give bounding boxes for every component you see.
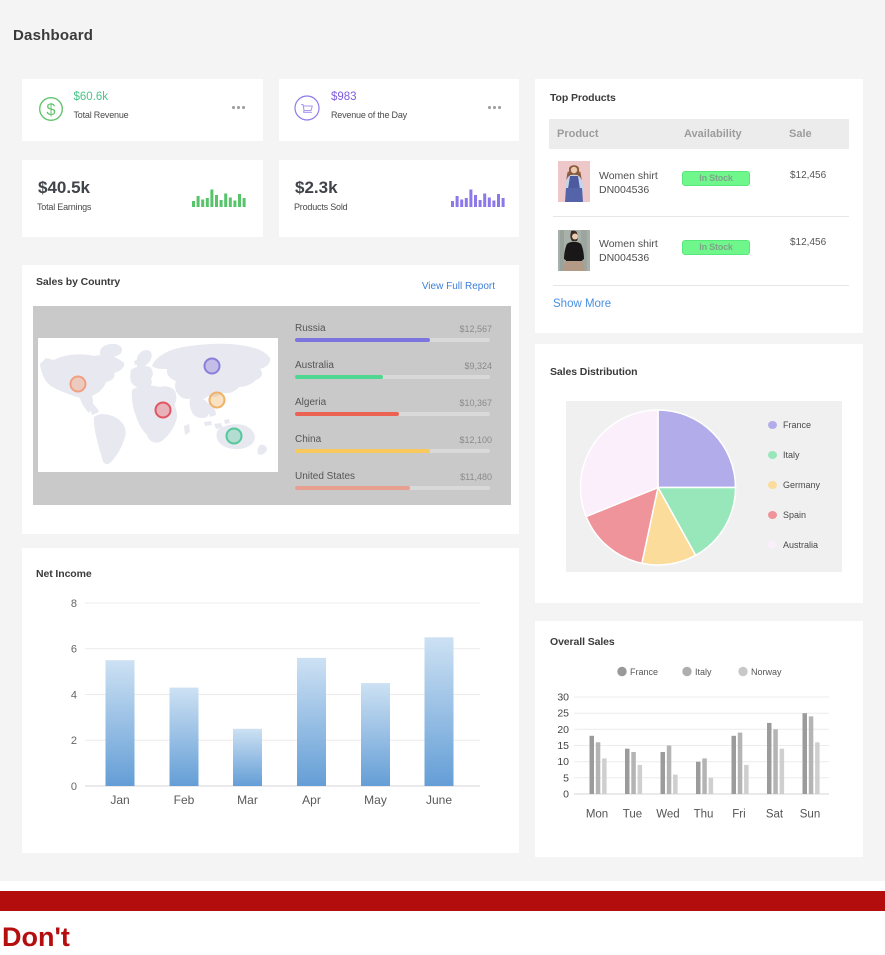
svg-text:Wed: Wed — [656, 809, 679, 821]
svg-text:May: May — [364, 793, 387, 807]
svg-text:Fri: Fri — [732, 809, 745, 821]
svg-text:15: 15 — [557, 740, 569, 752]
svg-text:Thu: Thu — [694, 809, 714, 821]
svg-text:Sun: Sun — [800, 809, 820, 821]
svg-text:France: France — [630, 667, 658, 677]
svg-text:25: 25 — [557, 708, 569, 720]
svg-text:0: 0 — [71, 781, 77, 793]
svg-text:Italy: Italy — [695, 667, 712, 677]
svg-text:Norway: Norway — [751, 667, 782, 677]
svg-text:30: 30 — [557, 692, 569, 704]
svg-text:0: 0 — [563, 789, 569, 801]
svg-text:Sat: Sat — [766, 809, 784, 821]
svg-text:6: 6 — [71, 644, 77, 656]
svg-text:10: 10 — [557, 756, 569, 768]
svg-text:5: 5 — [563, 772, 569, 784]
svg-text:Mon: Mon — [586, 809, 608, 821]
svg-text:2: 2 — [71, 735, 77, 747]
svg-text:Mar: Mar — [237, 793, 258, 807]
svg-text:20: 20 — [557, 724, 569, 736]
svg-text:June: June — [426, 793, 452, 807]
svg-text:Apr: Apr — [302, 793, 321, 807]
svg-text:Jan: Jan — [110, 793, 129, 807]
svg-text:$: $ — [46, 101, 55, 119]
svg-text:8: 8 — [71, 598, 77, 610]
svg-text:4: 4 — [71, 690, 77, 702]
svg-text:Tue: Tue — [623, 809, 642, 821]
svg-text:Feb: Feb — [174, 793, 195, 807]
